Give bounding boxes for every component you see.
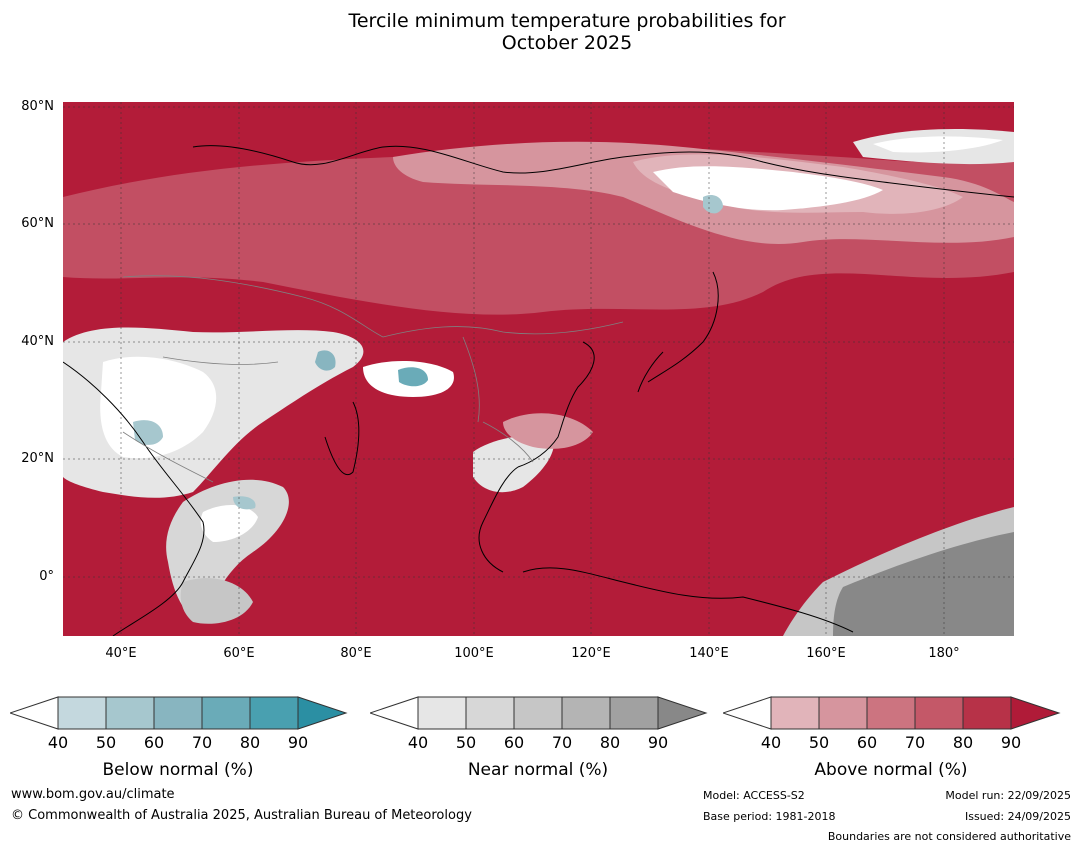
- below-normal-bin: [105, 696, 155, 730]
- below-normal-tick: 60: [143, 733, 165, 752]
- lon-label-160e: 160°E: [806, 646, 846, 661]
- above-normal-tick: 80: [952, 733, 974, 752]
- title-line-1: Tercile minimum temperature probabilitie…: [348, 10, 786, 32]
- near-normal-tick: 80: [599, 733, 621, 752]
- map-canvas: [63, 102, 1014, 636]
- above-normal-tick: 60: [856, 733, 878, 752]
- above-normal-tick: 50: [808, 733, 830, 752]
- near-normal-bin: [417, 696, 467, 730]
- lat-label-60n: 60°N: [21, 216, 54, 231]
- near-normal-tick: 50: [455, 733, 477, 752]
- below-normal-tick: 50: [95, 733, 117, 752]
- above-normal-colorbar: [723, 696, 1061, 730]
- above-normal-bin: [770, 696, 820, 730]
- map-title: Tercile minimum temperature probabilitie…: [0, 10, 1081, 54]
- above-normal-tick: 70: [904, 733, 926, 752]
- lon-label-140e: 140°E: [689, 646, 729, 661]
- boundaries-disclaimer: Boundaries are not considered authoritat…: [827, 830, 1071, 843]
- near-normal-bin: [513, 696, 563, 730]
- lat-label-20n: 20°N: [21, 451, 54, 466]
- lon-label-120e: 120°E: [571, 646, 611, 661]
- tibet-blue: [398, 367, 428, 387]
- below-normal-bin: [201, 696, 251, 730]
- near-normal-bin: [561, 696, 611, 730]
- se-asia-pale: [503, 413, 593, 449]
- lon-label-40e: 40°E: [105, 646, 137, 661]
- below-normal-colorbar: [10, 696, 348, 730]
- below-normal-bin: [249, 696, 299, 730]
- lon-label-100e: 100°E: [454, 646, 494, 661]
- near-normal-tick: 90: [647, 733, 669, 752]
- copyright-notice: © Commonwealth of Australia 2025, Austra…: [11, 808, 472, 823]
- above-normal-bin: [962, 696, 1012, 730]
- arctic-white: [873, 136, 1003, 153]
- graticule: [63, 102, 1014, 636]
- near-normal-high-arrow: [657, 696, 708, 730]
- probability-map: [63, 102, 1014, 636]
- above-normal-low-arrow: [723, 696, 772, 730]
- above-normal-title: Above normal (%): [814, 760, 968, 780]
- below-normal-bin: [153, 696, 203, 730]
- near-normal-colorbar: [370, 696, 708, 730]
- below-normal-tick: 90: [287, 733, 309, 752]
- website-link[interactable]: www.bom.gov.au/climate: [11, 787, 175, 802]
- near-normal-tick: 40: [407, 733, 429, 752]
- blue-patch-siberia: [703, 195, 723, 214]
- title-line-2: October 2025: [501, 32, 633, 54]
- below-normal-bin: [57, 696, 107, 730]
- lat-label-80n: 80°N: [21, 99, 54, 114]
- near-normal-bin: [609, 696, 659, 730]
- above-normal-bin: [914, 696, 964, 730]
- near-normal-low-arrow: [370, 696, 419, 730]
- lon-label-180: 180°: [928, 646, 960, 661]
- above-normal-tick: 40: [760, 733, 782, 752]
- below-normal-low-arrow: [10, 696, 59, 730]
- below-normal-title: Below normal (%): [102, 760, 254, 780]
- lat-label-equator: 0°: [39, 569, 54, 584]
- above-normal-bin: [818, 696, 868, 730]
- near-normal-title: Near normal (%): [467, 760, 609, 780]
- below-normal-tick: 40: [47, 733, 69, 752]
- se-asia-white: [473, 435, 554, 493]
- issued-date: Issued: 24/09/2025: [964, 810, 1071, 823]
- arabia-white: [100, 356, 217, 459]
- lon-label-80e: 80°E: [340, 646, 372, 661]
- above-normal-tick: 90: [1000, 733, 1022, 752]
- africa-blue: [233, 496, 256, 510]
- below-normal-high-arrow: [297, 696, 348, 730]
- below-normal-tick: 70: [191, 733, 213, 752]
- near-normal-tick: 60: [503, 733, 525, 752]
- pacific-grey-inner: [833, 532, 1014, 636]
- pamir-blue: [315, 350, 336, 371]
- near-normal-tick: 70: [551, 733, 573, 752]
- near-normal-bin: [465, 696, 515, 730]
- lat-label-40n: 40°N: [21, 334, 54, 349]
- model-run-date: Model run: 22/09/2025: [945, 789, 1071, 802]
- model-name: Model: ACCESS-S2: [703, 789, 805, 802]
- lon-label-60e: 60°E: [223, 646, 255, 661]
- africa-white: [200, 505, 258, 542]
- above-normal-bin: [866, 696, 916, 730]
- below-normal-tick: 80: [239, 733, 261, 752]
- above-normal-high-arrow: [1010, 696, 1061, 730]
- somalia-grey: [180, 578, 253, 624]
- borders: [122, 275, 624, 483]
- base-period: Base period: 1981-2018: [703, 810, 836, 823]
- coastlines: [63, 145, 1014, 636]
